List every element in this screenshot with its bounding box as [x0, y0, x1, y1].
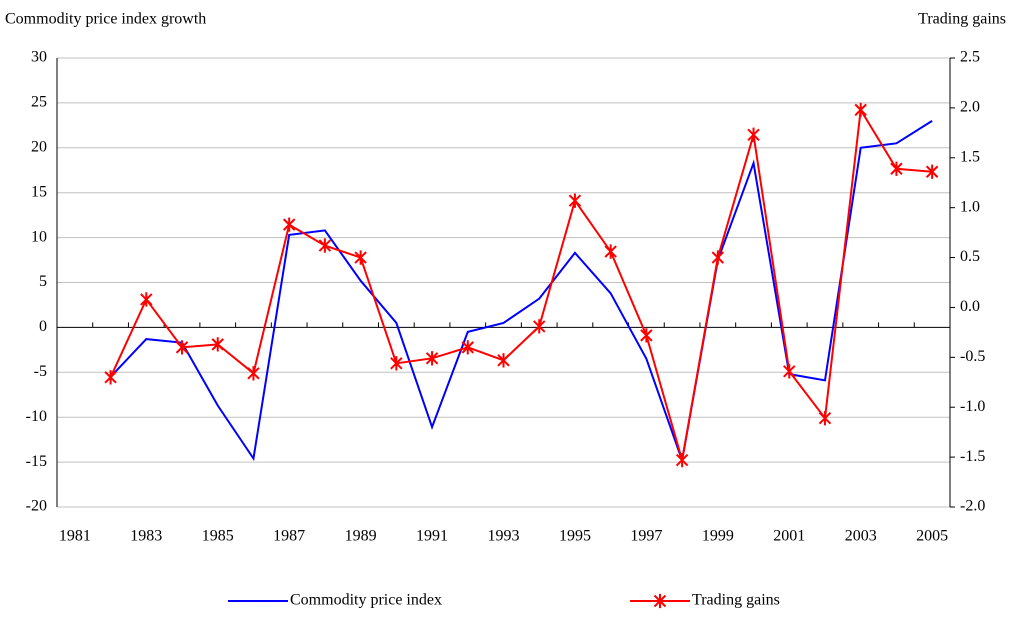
- point-marker: [104, 370, 117, 385]
- point-marker: [318, 238, 332, 253]
- point-marker: [211, 337, 224, 352]
- point-marker: [818, 411, 832, 426]
- x-tick-label: 1983: [130, 528, 162, 545]
- y-tick-label: -20: [26, 498, 47, 515]
- point-marker: [890, 161, 903, 176]
- y-tick-label: -10: [26, 408, 47, 425]
- y-tick-label: 5: [39, 273, 47, 290]
- y2-tick-label: 0.5: [960, 248, 980, 265]
- point-marker: [640, 328, 653, 343]
- y-tick-label: 15: [31, 183, 47, 200]
- x-tick-label: 1981: [59, 528, 91, 545]
- x-tick-label: 1991: [416, 528, 448, 545]
- point-marker: [175, 340, 189, 355]
- legend-label: Trading gains: [692, 592, 780, 609]
- y-tick-label: 20: [31, 138, 47, 155]
- point-marker: [247, 366, 260, 381]
- x-tick-label: 1993: [488, 528, 520, 545]
- point-marker: [783, 364, 796, 379]
- y2-tick-label: 1.5: [960, 148, 980, 165]
- x-tick-label: 1985: [202, 528, 234, 545]
- point-marker: [140, 292, 153, 307]
- x-tick-label: 1997: [630, 528, 662, 545]
- legend-label: Commodity price index: [290, 592, 442, 609]
- point-marker: [711, 250, 725, 265]
- y-tick-label: -5: [34, 363, 47, 380]
- point-marker: [533, 319, 546, 334]
- y2-tick-label: 0.0: [960, 298, 980, 315]
- y2-tick-label: -1.0: [960, 398, 985, 415]
- y-axis-title: Commodity price index growth: [5, 11, 206, 28]
- x-tick-label: 1987: [273, 528, 305, 545]
- point-marker: [854, 102, 867, 118]
- point-marker: [925, 164, 939, 179]
- point-marker: [425, 351, 439, 366]
- y-tick-label: 10: [31, 228, 47, 245]
- point-marker: [604, 244, 617, 259]
- x-tick-label: 1995: [559, 528, 591, 545]
- point-marker: [675, 452, 689, 468]
- point-marker: [497, 353, 510, 368]
- point-marker: [747, 127, 760, 142]
- x-tick-label: 1989: [345, 528, 377, 545]
- y2-tick-label: -1.5: [960, 448, 985, 465]
- y2-tick-label: 1.0: [960, 198, 980, 215]
- x-tick-label: 2003: [845, 528, 877, 545]
- y2-tick-label: -0.5: [960, 348, 985, 365]
- point-marker: [354, 250, 367, 265]
- legend-marker: [653, 593, 667, 609]
- y2-tick-label: 2.0: [960, 99, 980, 116]
- series-line: [109, 120, 933, 465]
- y-tick-label: 30: [31, 49, 47, 66]
- point-marker: [568, 193, 582, 208]
- x-tick-label: 2001: [773, 528, 805, 545]
- y2-tick-label: 2.5: [960, 49, 980, 66]
- point-marker: [282, 217, 296, 232]
- y2-tick-label: -2.0: [960, 498, 985, 515]
- x-tick-label: 2005: [916, 528, 948, 545]
- point-marker: [390, 356, 403, 371]
- point-marker: [461, 340, 474, 355]
- x-tick-label: 1999: [702, 528, 734, 545]
- y-tick-label: -15: [26, 453, 47, 470]
- series-line: [109, 106, 933, 461]
- y-tick-label: 0: [39, 318, 47, 335]
- y2-axis-title: Trading gains: [918, 11, 1006, 28]
- y-tick-label: 25: [31, 94, 47, 111]
